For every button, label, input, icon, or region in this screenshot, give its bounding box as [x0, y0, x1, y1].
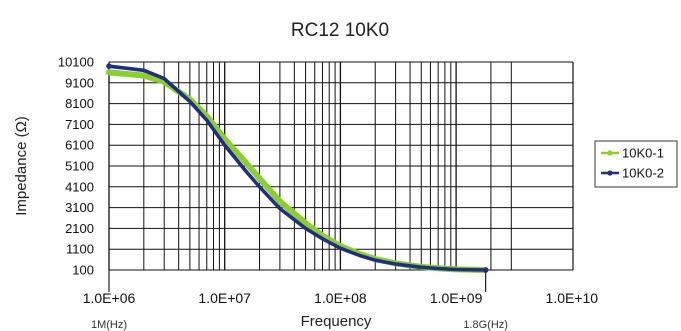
y-tick-label: 1100 — [66, 242, 94, 257]
legend-label: 10K0-2 — [622, 166, 664, 181]
data-point — [106, 63, 112, 69]
y-tick-label: 10100 — [58, 55, 94, 70]
y-tick-label: 2100 — [65, 221, 94, 236]
x-tick-label: 1.0E+10 — [546, 290, 599, 306]
grid — [108, 61, 574, 271]
annotation-label: 1M(Hz) — [91, 319, 127, 331]
chart-title: RC12 10K0 — [291, 20, 389, 41]
y-tick-label: 9100 — [65, 75, 94, 90]
series-line-10K0-2 — [107, 64, 488, 272]
y-tick-label: 7100 — [65, 117, 94, 132]
legend: 10K0-1 10K0-2 — [594, 140, 678, 188]
x-tick-label: 1.0E+08 — [314, 290, 367, 306]
y-tick-label: 100 — [72, 263, 94, 278]
y-tick-label: 4100 — [65, 179, 94, 194]
series-line-10K0-1 — [106, 69, 489, 273]
legend-label: 10K0-1 — [622, 146, 664, 161]
y-tick-label: 3100 — [65, 200, 94, 215]
x-tick-label: 1.0E+07 — [198, 290, 251, 306]
y-tick-label: 6100 — [65, 138, 94, 153]
data-point — [106, 69, 112, 76]
legend-marker — [607, 150, 613, 156]
y-tick-label: 5100 — [65, 159, 94, 174]
annotation-label: 1.8G(Hz) — [463, 319, 508, 331]
y-axis-ticks: 10100 9100 8100 7100 6100 5100 4100 3100 2100 110… — [58, 55, 94, 278]
x-axis-label: Frequency — [301, 313, 372, 330]
legend-box — [594, 140, 678, 188]
y-tick-label: 8100 — [65, 96, 94, 111]
y-axis-label: Impedance (Ω) — [13, 116, 30, 216]
legend-marker — [607, 170, 613, 176]
x-tick-label: 1.0E+09 — [430, 290, 483, 306]
annotations: 1M(Hz) 1.8G(Hz) — [91, 270, 508, 331]
x-axis-ticks: 1.0E+06 1.0E+07 1.0E+08 1.0E+09 1.0E+10 — [83, 290, 599, 306]
series-layer — [106, 63, 489, 273]
x-tick-label: 1.0E+06 — [83, 290, 136, 306]
